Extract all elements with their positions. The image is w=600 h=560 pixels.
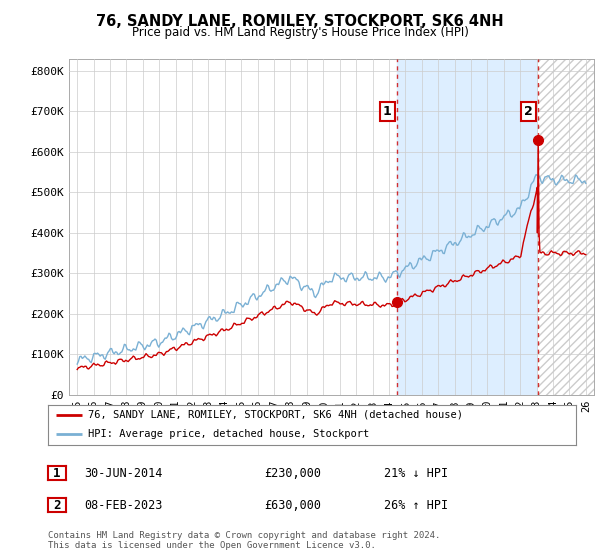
Text: 21% ↓ HPI: 21% ↓ HPI (384, 466, 448, 480)
Text: 2: 2 (524, 105, 533, 118)
Bar (538, 59, 594, 395)
Text: £230,000: £230,000 (264, 466, 321, 480)
Text: 30-JUN-2014: 30-JUN-2014 (84, 466, 163, 480)
Text: 08-FEB-2023: 08-FEB-2023 (84, 498, 163, 512)
Text: 76, SANDY LANE, ROMILEY, STOCKPORT, SK6 4NH (detached house): 76, SANDY LANE, ROMILEY, STOCKPORT, SK6 … (88, 410, 463, 420)
Text: 1: 1 (53, 466, 61, 480)
Bar (397, 59, 538, 395)
Text: Price paid vs. HM Land Registry's House Price Index (HPI): Price paid vs. HM Land Registry's House … (131, 26, 469, 39)
Text: HPI: Average price, detached house, Stockport: HPI: Average price, detached house, Stoc… (88, 429, 369, 439)
Text: 1: 1 (383, 105, 392, 118)
Text: 2: 2 (53, 498, 61, 512)
Text: 26% ↑ HPI: 26% ↑ HPI (384, 498, 448, 512)
Text: 76, SANDY LANE, ROMILEY, STOCKPORT, SK6 4NH: 76, SANDY LANE, ROMILEY, STOCKPORT, SK6 … (96, 14, 504, 29)
Bar (538, 59, 594, 395)
Text: £630,000: £630,000 (264, 498, 321, 512)
Text: Contains HM Land Registry data © Crown copyright and database right 2024.
This d: Contains HM Land Registry data © Crown c… (48, 530, 440, 550)
